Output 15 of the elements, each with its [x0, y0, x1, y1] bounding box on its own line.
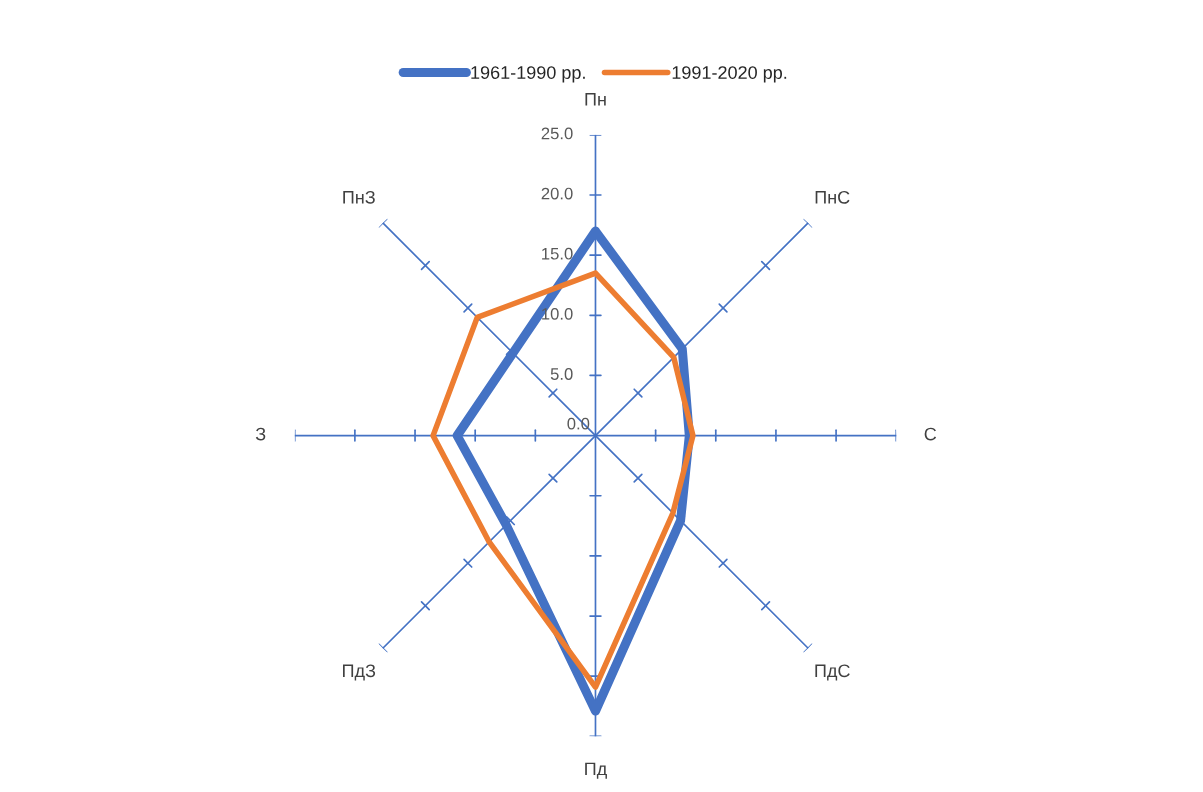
spoke-label: Пд	[585, 762, 607, 779]
spoke-label: С	[924, 427, 937, 441]
legend-label: 1961-1990 рр.	[471, 66, 585, 83]
y-tick-label: 25.0	[541, 127, 573, 140]
spoke-label: Пн	[585, 93, 606, 106]
y-tick-label: 5.0	[550, 368, 573, 380]
spoke-label: ПдС	[815, 664, 850, 681]
spoke-label: ПдЗ	[343, 664, 376, 681]
spoke-label: ПнС	[815, 190, 850, 204]
legend-label: 1991-2020 рр.	[672, 66, 787, 83]
spoke-label: ПнЗ	[343, 190, 375, 204]
y-tick-label: 20.0	[541, 187, 573, 200]
y-tick-label: 10.0	[542, 307, 573, 320]
y-tick-label: 15.0	[542, 247, 573, 260]
spoke-label: З	[255, 427, 266, 441]
